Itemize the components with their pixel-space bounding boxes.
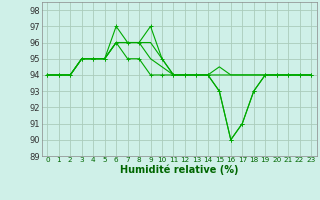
X-axis label: Humidité relative (%): Humidité relative (%) [120,165,238,175]
